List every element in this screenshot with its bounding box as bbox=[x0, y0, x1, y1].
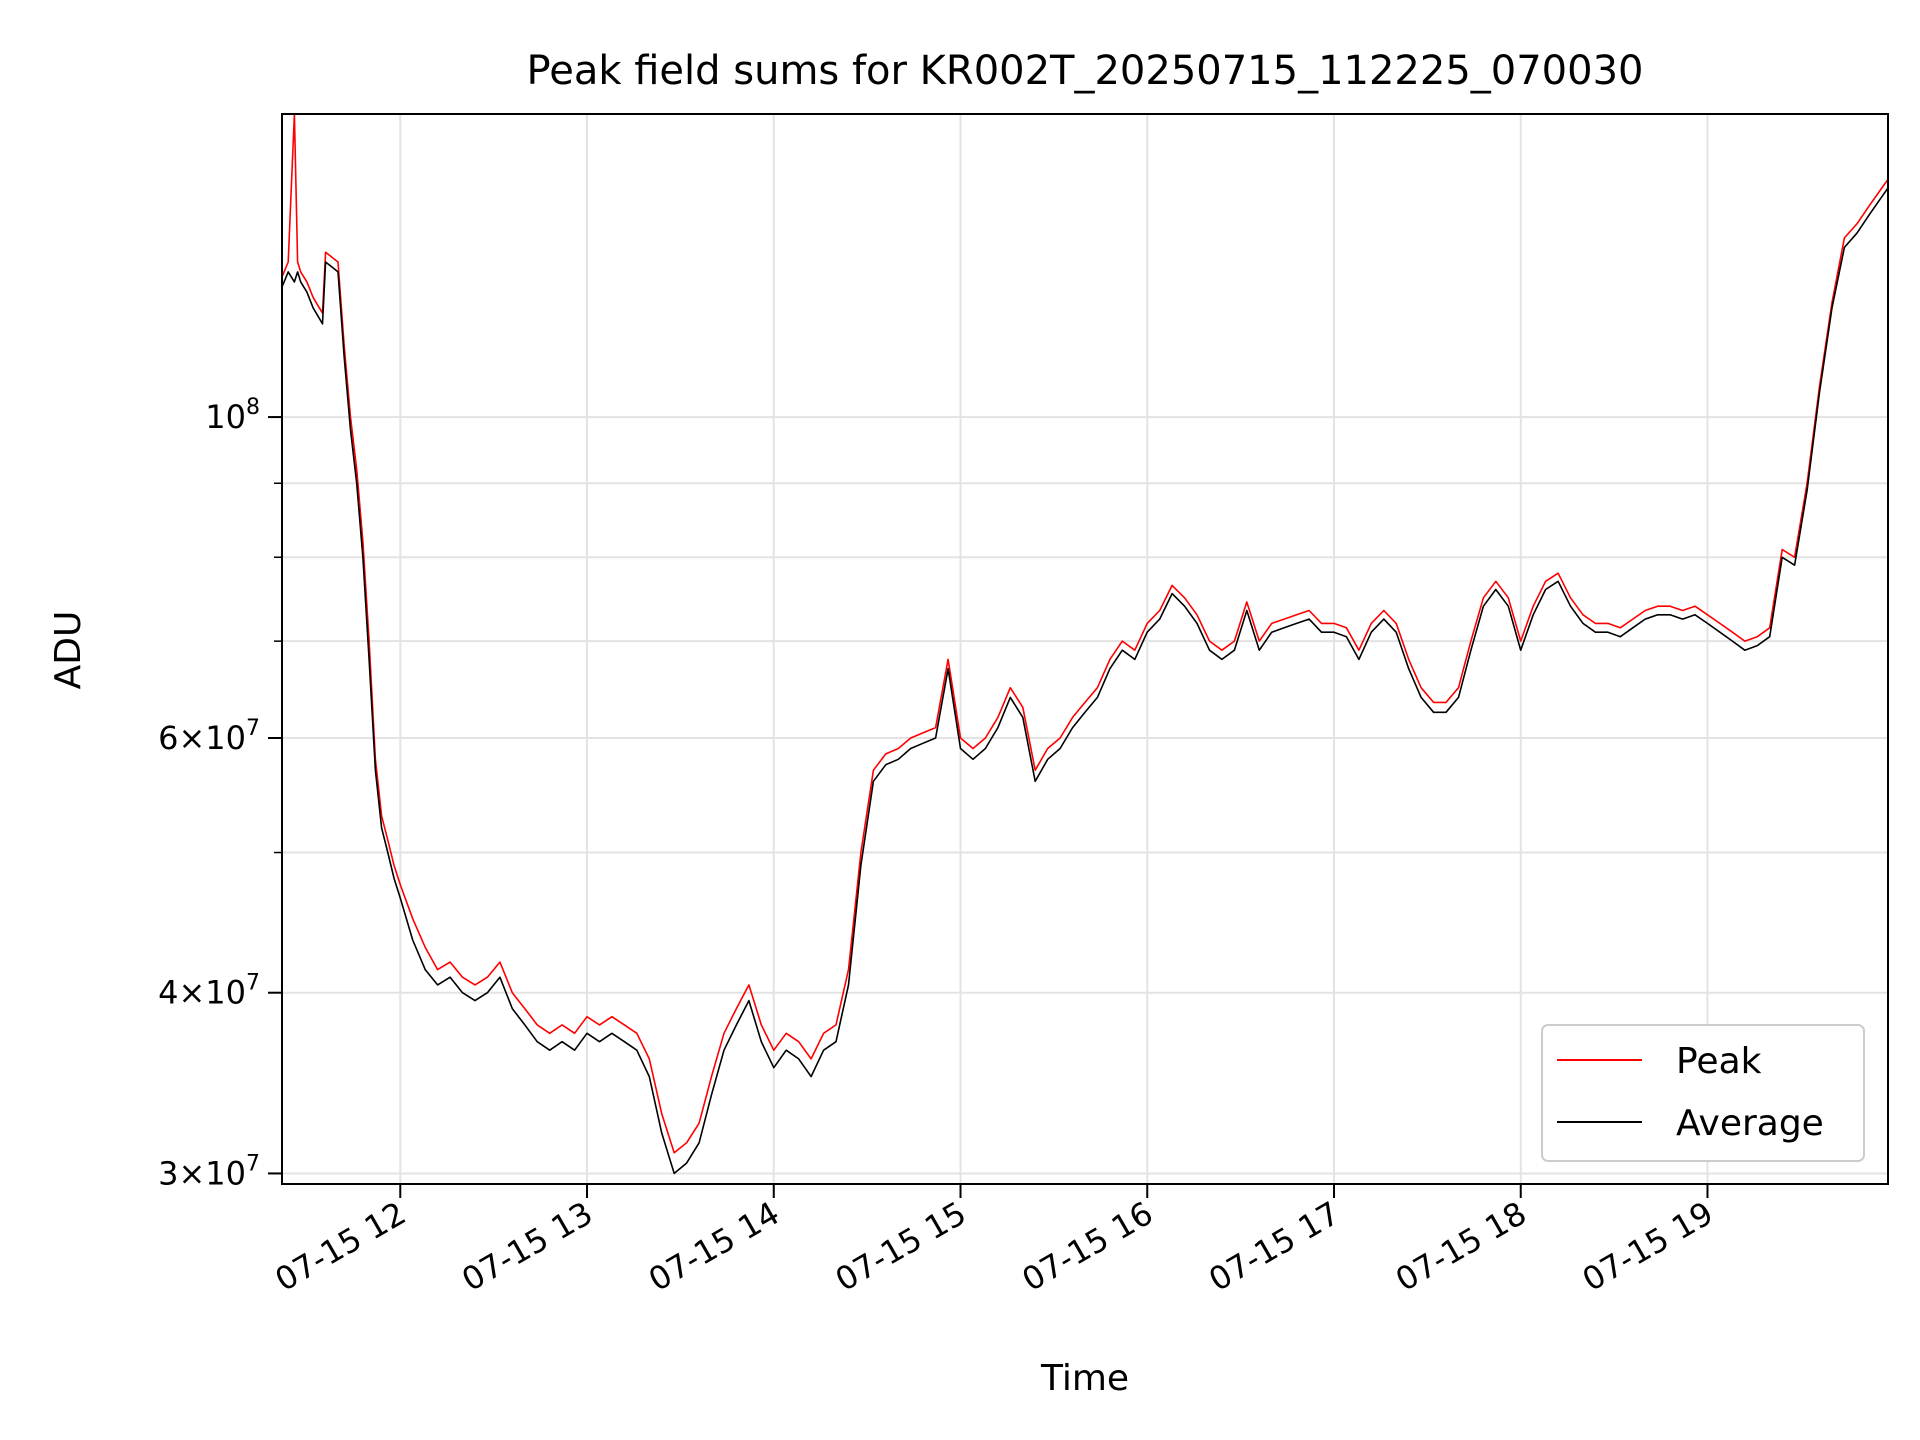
y-axis-label: ADU bbox=[48, 611, 89, 690]
series-layer bbox=[281, 113, 1889, 1175]
chart-title: Peak field sums for KR002T_20250715_1122… bbox=[527, 48, 1644, 94]
y-tick-label: 3×107 bbox=[158, 1151, 260, 1192]
x-axis-label: Time bbox=[1040, 1358, 1129, 1399]
legend-average-label: Average bbox=[1676, 1103, 1824, 1144]
y-tick-label: 4×107 bbox=[158, 971, 260, 1012]
series-line-peak bbox=[281, 113, 1889, 1154]
legend-peak-label: Peak bbox=[1676, 1041, 1762, 1082]
y-tick-label: 6×107 bbox=[158, 716, 260, 757]
legend: Peak Average bbox=[1541, 1024, 1865, 1162]
series-line-average bbox=[281, 187, 1889, 1175]
plot-frame bbox=[281, 113, 1889, 1185]
